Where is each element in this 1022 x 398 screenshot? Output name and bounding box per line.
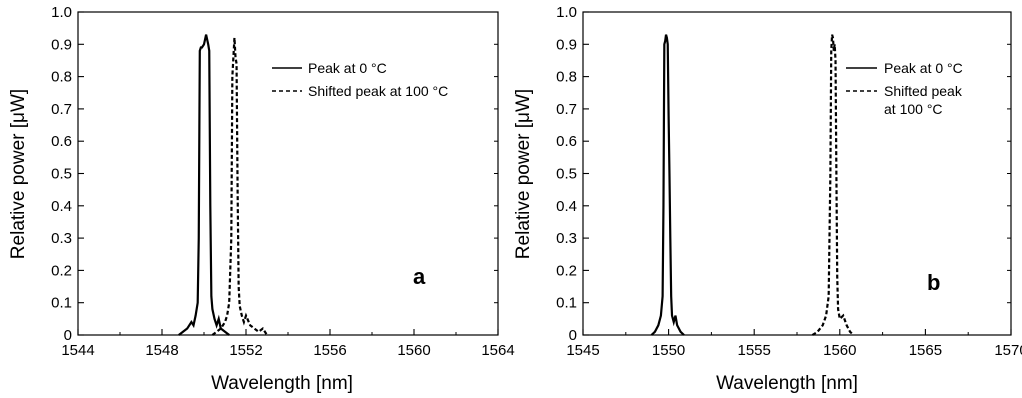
x-tick-label-a: 1548 (145, 342, 178, 359)
y-tick-label-a: 0 (64, 327, 72, 344)
y-tick-label-a: 0.1 (51, 295, 72, 312)
y-tick-label-b: 0.9 (556, 36, 577, 53)
legend-b: Peak at 0 °C Shifted peak at 100 °C (846, 60, 963, 117)
y-axis-title-a: Relative power [μW] (8, 89, 29, 259)
y-tick-label-a: 1.0 (51, 4, 72, 21)
legend-a-dashed-label: Shifted peak at 100 °C (308, 83, 448, 99)
legend-b-dashed-label-line2: at 100 °C (884, 101, 943, 117)
panel-letter-a: a (413, 264, 426, 289)
y-tick-label-a: 0.3 (51, 230, 72, 247)
y-tick-label-b: 0.5 (556, 166, 577, 183)
x-tick-label-b: 1560 (823, 342, 856, 359)
legend-a-solid-label: Peak at 0 °C (308, 60, 387, 76)
y-axis-title-b: Relative power [μW] (513, 89, 534, 259)
y-tick-label-b: 0.4 (556, 198, 577, 215)
plot-area-a: 1544 1548 1552 1556 1560 1564 0 0.1 0.2 0.3 0.4 0.5… (51, 4, 515, 359)
ticks-a: 1544 1548 1552 1556 1560 1564 0 0.1 0.2 0.3 0.4 0.5… (51, 4, 515, 359)
y-tick-label-b: 0.1 (556, 295, 577, 312)
panel-letter-b: b (927, 270, 940, 295)
y-tick-label-a: 0.8 (51, 69, 72, 86)
y-tick-label-b: 0 (569, 327, 577, 344)
x-axis-title-a: Wavelength [nm] (211, 373, 353, 394)
y-tick-label-b: 0.6 (556, 133, 577, 150)
y-tick-label-a: 0.4 (51, 198, 72, 215)
y-tick-label-a: 0.9 (51, 36, 72, 53)
legend-a: Peak at 0 °C Shifted peak at 100 °C (272, 60, 448, 99)
x-tick-label-a: 1556 (313, 342, 346, 359)
x-tick-label-a: 1560 (397, 342, 430, 359)
y-tick-label-b: 0.8 (556, 69, 577, 86)
series-line-b-peak (650, 34, 685, 336)
y-tick-label-a: 0.2 (51, 262, 72, 279)
y-tick-label-a: 0.6 (51, 133, 72, 150)
x-tick-label-b: 1550 (652, 342, 685, 359)
series-line-a-shifted-peak (211, 37, 268, 336)
y-tick-label-b: 0.7 (556, 101, 577, 118)
panel-a: 1544 1548 1552 1556 1560 1564 0 0.1 0.2 0.3 0.4 0.5… (8, 4, 515, 394)
x-tick-label-a: 1552 (229, 342, 262, 359)
x-axis-title-b: Wavelength [nm] (716, 373, 858, 394)
y-tick-label-b: 1.0 (556, 4, 577, 21)
y-tick-label-a: 0.5 (51, 166, 72, 183)
series-a (178, 34, 268, 336)
x-tick-label-b: 1545 (566, 342, 599, 359)
x-tick-label-a: 1564 (481, 342, 514, 359)
x-tick-label-a: 1544 (61, 342, 94, 359)
series-line-a-peak (178, 34, 230, 336)
series-b (650, 34, 855, 336)
y-tick-label-a: 0.7 (51, 101, 72, 118)
series-line-b-shifted-peak (811, 34, 855, 336)
x-tick-label-b: 1555 (738, 342, 771, 359)
y-tick-label-b: 0.2 (556, 262, 577, 279)
y-tick-label-b: 0.3 (556, 230, 577, 247)
legend-b-solid-label: Peak at 0 °C (884, 60, 963, 76)
x-tick-label-b: 1565 (909, 342, 942, 359)
legend-b-dashed-label-line1: Shifted peak (884, 83, 963, 99)
plot-frame-a (77, 11, 499, 336)
